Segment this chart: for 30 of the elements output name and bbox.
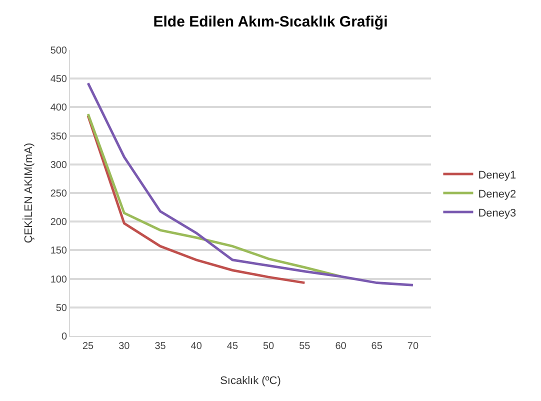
y-tick-label: 50	[56, 302, 68, 314]
x-tick-label: 40	[190, 341, 202, 352]
y-tick-label: 300	[50, 160, 68, 171]
x-tick-label: 60	[335, 341, 347, 352]
y-tick-label: 250	[50, 188, 68, 200]
x-tick-label: 25	[82, 341, 94, 352]
y-tick-label: 400	[50, 102, 68, 114]
x-tick-label: 65	[371, 341, 383, 352]
y-tick-label: 100	[50, 274, 68, 286]
x-tick-label: 55	[299, 341, 311, 352]
legend-label: Deney1	[478, 169, 516, 182]
y-axis-title: ÇEKİLEN AKIM(mA)	[22, 142, 35, 244]
y-tick-label: 150	[50, 246, 68, 257]
y-tick-label: 450	[50, 74, 68, 86]
line-series	[86, 112, 342, 278]
x-tick-label: 45	[226, 341, 238, 352]
y-tick-label: 200	[50, 217, 68, 228]
line-series	[86, 114, 306, 284]
x-axis-title: Sıcaklık (ºC)	[220, 375, 281, 388]
y-tick-label: 500	[50, 46, 68, 56]
legend-label: Deney3	[478, 207, 516, 220]
y-tick-label: 350	[50, 131, 68, 142]
x-tick-label: 35	[154, 341, 166, 352]
line-series	[86, 82, 414, 286]
chart-title: Elde Edilen Akım-Sıcaklık Grafiği	[153, 14, 388, 31]
legend-label: Deney2	[478, 188, 516, 200]
x-tick-label: 30	[118, 341, 130, 352]
x-tick-label: 50	[262, 341, 275, 352]
x-tick-label: 70	[407, 341, 419, 352]
y-tick-label: 0	[61, 332, 68, 342]
